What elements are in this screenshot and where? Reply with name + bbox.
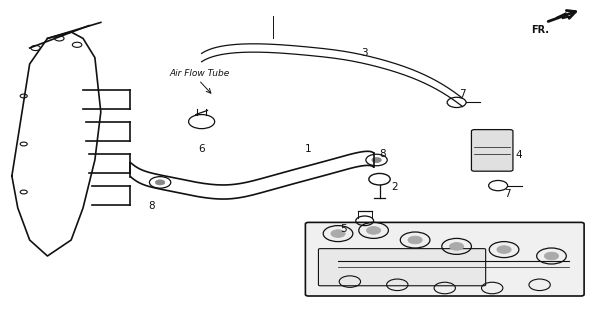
Text: 8: 8 — [148, 201, 155, 212]
Circle shape — [372, 157, 381, 163]
Polygon shape — [556, 13, 570, 19]
Text: 6: 6 — [198, 144, 205, 154]
Text: 1: 1 — [305, 144, 312, 154]
Circle shape — [544, 252, 559, 260]
Text: 3: 3 — [361, 48, 368, 58]
Text: 5: 5 — [340, 224, 347, 234]
FancyBboxPatch shape — [318, 249, 486, 286]
FancyBboxPatch shape — [305, 222, 584, 296]
Circle shape — [155, 180, 165, 185]
Circle shape — [497, 246, 511, 253]
Text: 7: 7 — [503, 188, 511, 199]
Text: FR.: FR. — [531, 25, 549, 36]
Circle shape — [331, 230, 345, 237]
Circle shape — [366, 227, 381, 234]
Text: 2: 2 — [391, 182, 398, 192]
Circle shape — [449, 243, 464, 250]
Text: 8: 8 — [379, 148, 386, 159]
FancyBboxPatch shape — [471, 130, 513, 171]
Text: 4: 4 — [515, 150, 522, 160]
Text: Air Flow Tube: Air Flow Tube — [169, 69, 229, 78]
Text: 7: 7 — [459, 89, 466, 100]
Circle shape — [408, 236, 422, 244]
